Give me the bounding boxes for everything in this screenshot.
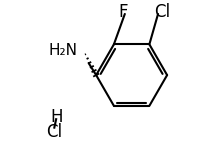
Text: F: F <box>118 3 128 21</box>
Text: Cl: Cl <box>155 3 171 21</box>
Text: H₂N: H₂N <box>48 43 77 58</box>
Text: H: H <box>50 108 62 126</box>
Text: Cl: Cl <box>46 123 62 141</box>
